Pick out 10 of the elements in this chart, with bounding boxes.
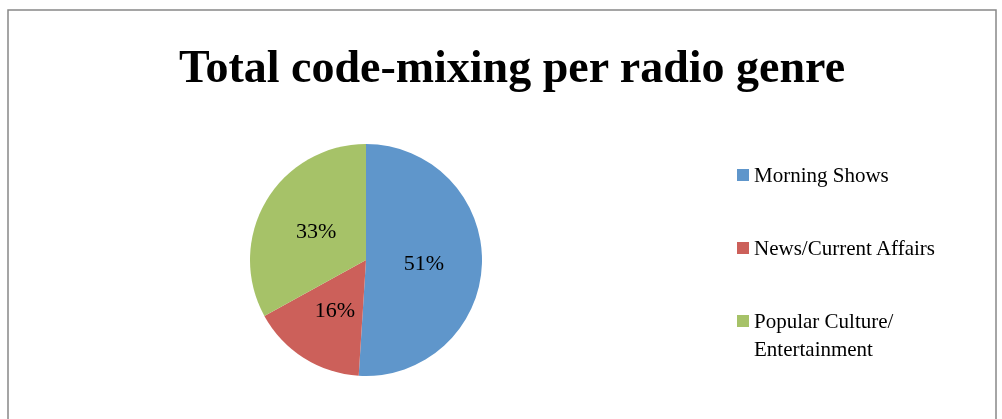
data-label: 33% <box>295 218 337 244</box>
pie-slice <box>358 144 482 376</box>
legend-label: Morning Shows <box>754 163 889 188</box>
legend-label: News/Current Affairs <box>754 236 935 261</box>
chart-title: Total code-mixing per radio genre <box>178 41 846 92</box>
pie-slice <box>264 260 366 376</box>
legend-label: Popular Culture/Entertainment <box>754 309 894 361</box>
data-label: 51% <box>403 249 445 275</box>
data-label: 16% <box>314 296 356 322</box>
pie-slice <box>250 144 366 316</box>
